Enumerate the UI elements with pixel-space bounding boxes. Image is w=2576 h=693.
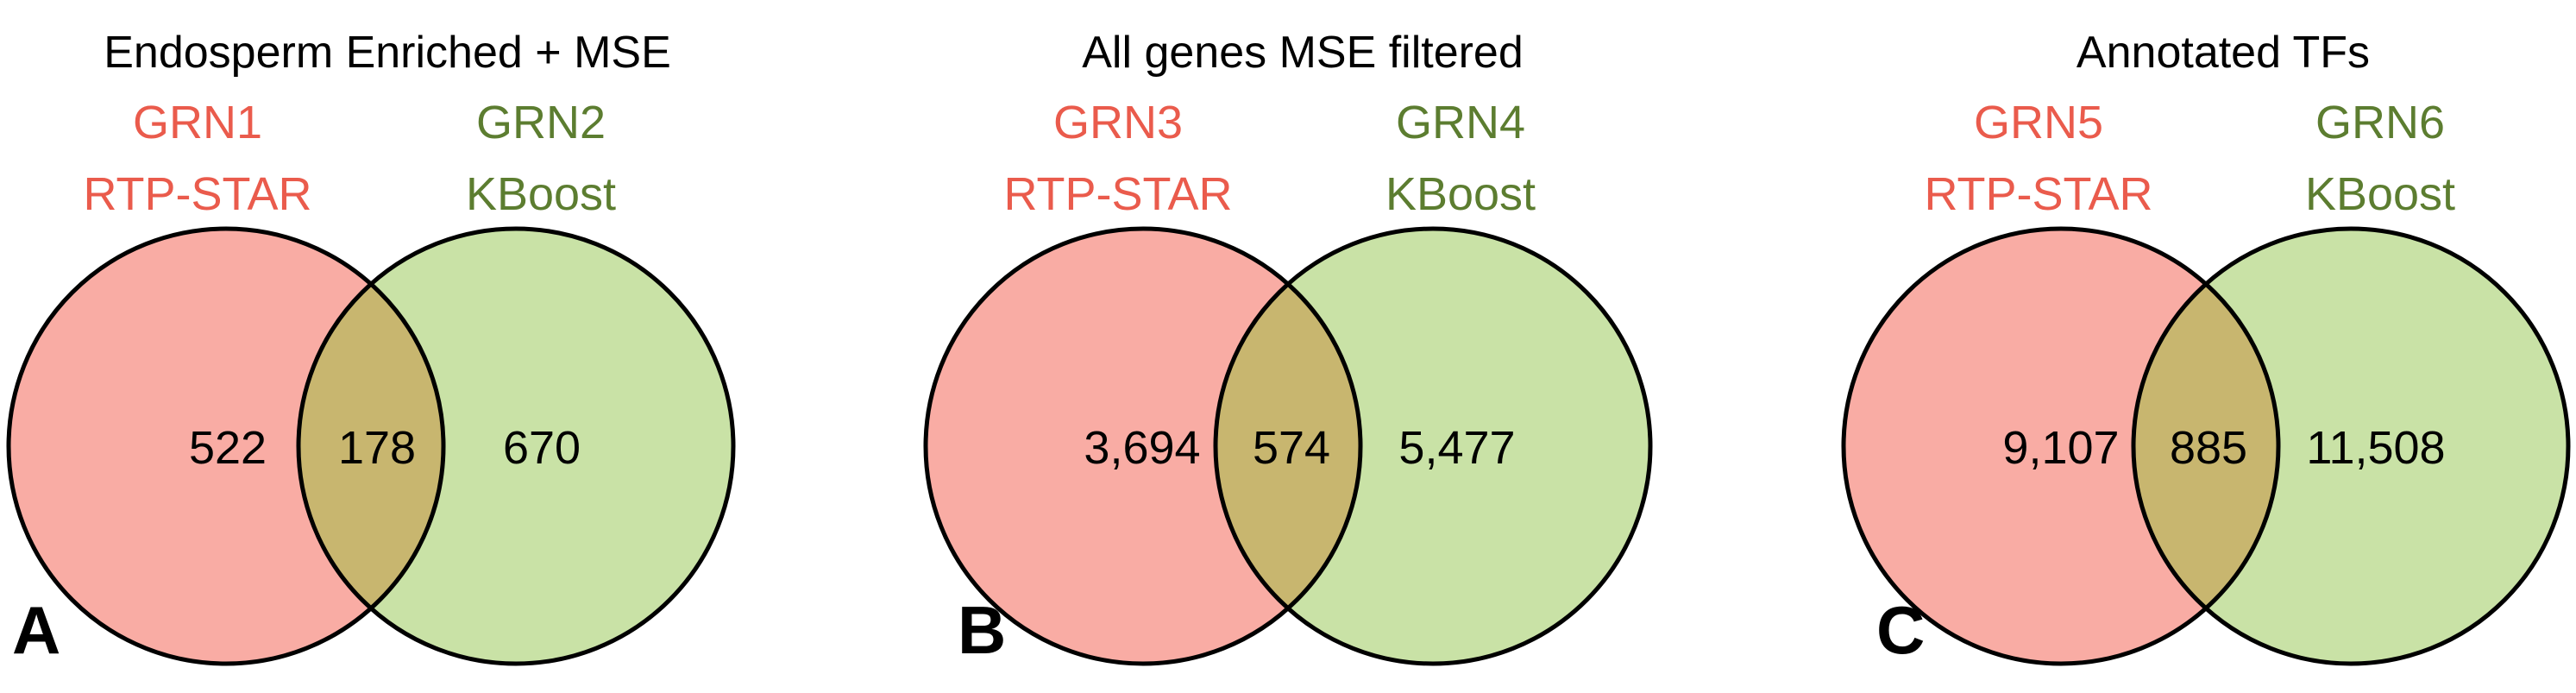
panel-b-left-count: 3,694 (1084, 422, 1200, 474)
panel-b-title: All genes MSE filtered (1082, 28, 1524, 78)
panel-a-left-count: 522 (189, 422, 267, 474)
panel-a-right-set-method: KBoost (466, 168, 616, 220)
panel-a-left-outline (6, 226, 446, 666)
panel-b: All genes MSE filtered GRN3 RTP-STAR GRN… (923, 28, 1653, 668)
panel-c-left-count: 9,107 (2002, 422, 2119, 474)
panel-b-left-set-name: GRN3 (1053, 97, 1183, 148)
panel-a-right-set-name: GRN2 (476, 97, 606, 148)
panel-a-overlap-count: 178 (338, 422, 416, 474)
panel-a-left-set-method: RTP-STAR (83, 168, 311, 220)
panel-a-overlap-region (298, 229, 443, 664)
panel-b-left-outline (923, 226, 1363, 666)
panel-a: Endosperm Enriched + MSE GRN1 RTP-STAR G… (6, 28, 736, 668)
panel-c-right-count: 11,508 (2306, 422, 2445, 474)
panel-c-left-set-method: RTP-STAR (1924, 168, 2152, 220)
panel-c: Annotated TFs GRN5 RTP-STAR GRN6 KBoost … (1841, 28, 2571, 668)
panel-c-left-set-name: GRN5 (1974, 97, 2103, 148)
panel-c-right-set-name: GRN6 (2315, 97, 2445, 148)
panel-c-left-outline (1841, 226, 2281, 666)
panel-b-overlap-region (1216, 229, 1360, 664)
panel-b-right-outline (1213, 226, 1653, 666)
panel-b-letter: B (958, 592, 1006, 668)
panel-a-right-count: 670 (503, 422, 581, 474)
panel-b-right-set-name: GRN4 (1396, 97, 1525, 148)
panel-c-title: Annotated TFs (2077, 28, 2370, 78)
panel-b-right-set-method: KBoost (1385, 168, 1536, 220)
panel-b-right-count: 5,477 (1398, 422, 1515, 474)
panel-a-right-outline (296, 226, 736, 666)
panel-c-overlap-region (2133, 229, 2278, 664)
panel-b-left-set-method: RTP-STAR (1003, 168, 1232, 220)
panel-c-overlap-count: 885 (2170, 422, 2247, 474)
panel-a-letter: A (12, 592, 60, 668)
panel-a-left-set-name: GRN1 (133, 97, 262, 148)
panel-c-right-set-method: KBoost (2305, 168, 2455, 220)
panel-c-right-outline (2131, 226, 2571, 666)
panel-a-title: Endosperm Enriched + MSE (104, 28, 671, 78)
panel-b-overlap-count: 574 (1253, 422, 1330, 474)
panel-c-letter: C (1876, 592, 1925, 668)
